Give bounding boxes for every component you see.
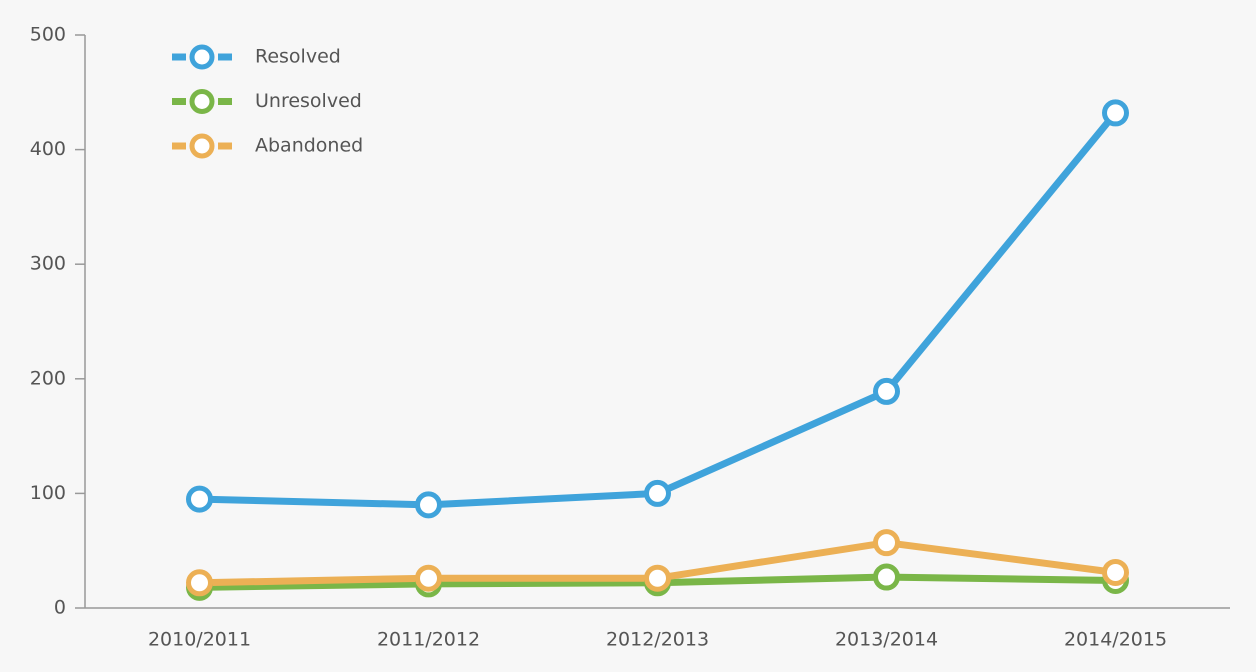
y-tick-label: 400	[30, 138, 66, 160]
y-tick-label: 500	[30, 24, 66, 46]
data-point	[873, 377, 900, 405]
data-point	[873, 529, 900, 557]
data-point	[644, 564, 671, 592]
y-tick-label: 300	[30, 253, 66, 275]
data-point	[873, 563, 900, 591]
legend-marker	[189, 133, 215, 159]
legend-marker	[189, 89, 215, 114]
legend-label: Resolved	[255, 46, 341, 68]
x-tick-label: 2011/2012	[377, 629, 480, 651]
legend-marker	[189, 44, 215, 70]
data-point	[186, 485, 213, 513]
data-point	[415, 564, 442, 592]
x-tick-label: 2010/2011	[148, 629, 251, 651]
data-point	[1102, 99, 1129, 127]
y-tick-label: 200	[30, 367, 66, 389]
data-point	[186, 569, 213, 597]
series-line	[199, 110, 1119, 509]
x-tick-label: 2014/2015	[1064, 629, 1167, 651]
x-tick-label: 2012/2013	[606, 629, 709, 651]
y-tick-label: 0	[54, 597, 66, 619]
x-tick-label: 2013/2014	[835, 629, 938, 651]
data-point	[1102, 558, 1129, 586]
data-point	[415, 491, 442, 519]
data-point	[644, 479, 671, 507]
legend-label: Unresolved	[255, 90, 362, 112]
legend-label: Abandoned	[255, 135, 363, 157]
y-tick-label: 100	[30, 482, 66, 504]
